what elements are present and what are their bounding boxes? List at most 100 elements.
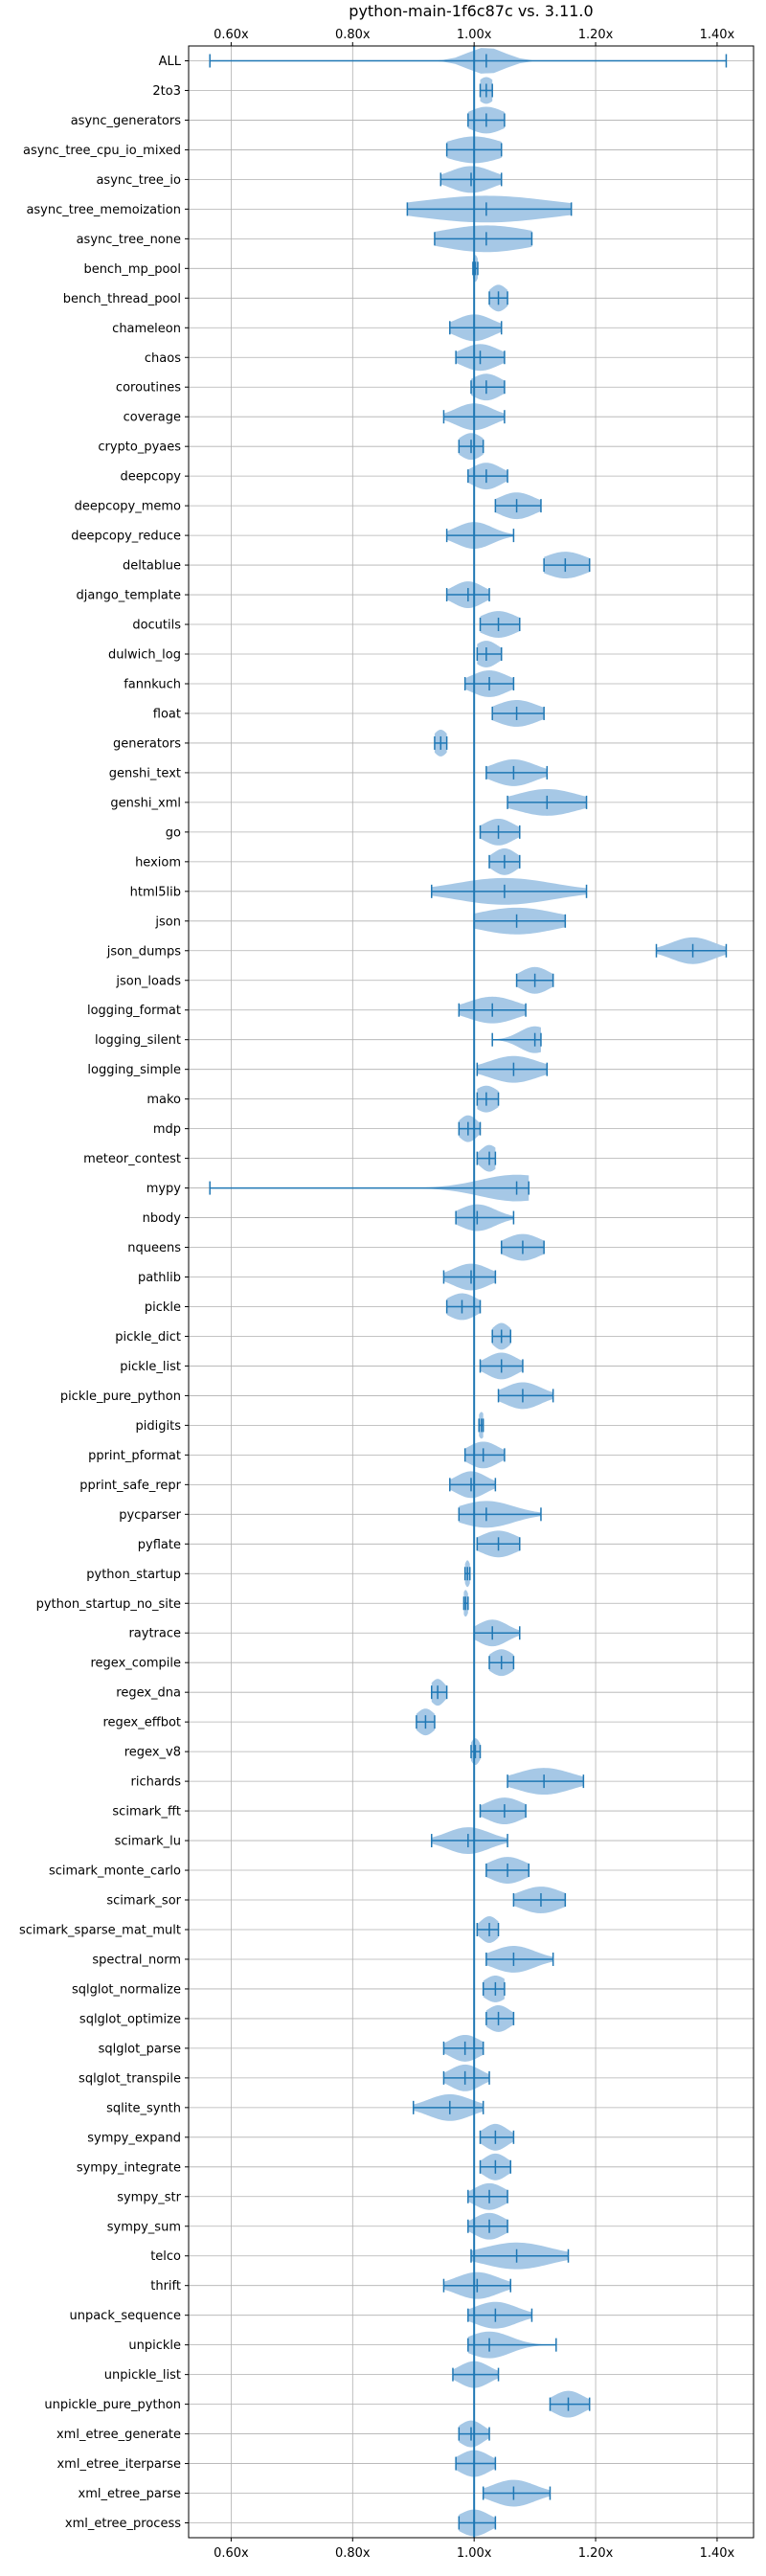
benchmark-label: meteor_contest [83,1152,181,1166]
benchmark-label: logging_simple [87,1063,181,1077]
benchmark-label: richards [131,1775,182,1790]
benchmark-label: json_loads [115,974,181,988]
plot-frame [188,45,755,2539]
benchmark-label: sympy_str [117,2190,181,2204]
benchmark-label: xml_etree_iterparse [56,2457,181,2472]
x-tick-label-top: 1.00x [457,28,492,42]
benchmark-label: nbody [143,1211,182,1226]
x-tick-label-top: 1.20x [578,28,614,42]
benchmark-label: deepcopy [120,470,181,485]
benchmark-label: sqlglot_transpile [79,2071,181,2086]
benchmark-label: scimark_lu [115,1835,181,1849]
benchmark-label: pickle [145,1300,181,1315]
benchmark-label: unpack_sequence [69,2309,181,2323]
benchmark-label: hexiom [135,855,181,870]
benchmark-label: crypto_pyaes [98,441,181,455]
label-layer: 0.60x 0.60x 0.80x 0.80x 1.00x 1.00x 1.20x 1.20x… [19,28,735,2561]
benchmark-label: deepcopy_reduce [71,530,181,544]
benchmark-label: mypy [146,1182,182,1196]
benchmark-label: sqlglot_normalize [72,1982,181,1997]
benchmark-label: async_tree_memoization [26,203,181,217]
x-tick-label-bottom: 1.00x [457,2546,492,2561]
benchmark-label: pidigits [136,1419,182,1434]
benchmark-label: genshi_xml [110,796,181,810]
benchmark-label: mdp [153,1122,181,1137]
benchmark-label: coverage [124,411,181,425]
benchmark-label: pyflate [138,1538,181,1552]
benchmark-label: pickle_list [120,1360,181,1374]
benchmark-label: nqueens [127,1241,181,1255]
benchmark-label: json_dumps [106,944,181,959]
benchmark-label: mako [146,1093,181,1107]
benchmark-label: raytrace [128,1627,181,1641]
benchmark-label: genshi_text [109,766,181,780]
benchmark-label: deepcopy_memo [75,500,181,514]
benchmark-label: html5lib [130,885,181,899]
benchmark-label: unpickle_pure_python [44,2398,181,2412]
benchmark-label: fannkuch [124,677,181,691]
benchmark-label: unpickle [128,2339,181,2353]
benchmark-label: ALL [159,55,182,69]
benchmark-label: deltablue [123,559,181,574]
x-tick-label-top: 0.60x [214,28,249,42]
benchmark-label: pprint_pformat [88,1449,181,1463]
benchmark-label: logging_silent [95,1033,181,1048]
benchmark-label: 2to3 [152,84,181,99]
benchmark-label: xml_etree_process [65,2517,181,2531]
benchmark-label: regex_dna [116,1686,181,1701]
benchmark-label: dulwich_log [108,648,181,663]
x-tick-label-bottom: 1.20x [578,2546,614,2561]
benchmark-label: pathlib [138,1271,181,1285]
benchmark-label: logging_format [87,1004,181,1018]
benchmark-label: async_tree_none [77,233,181,247]
benchmark-label: float [153,707,181,721]
benchmark-label: regex_effbot [102,1716,181,1730]
benchmark-label: bench_thread_pool [63,292,181,306]
benchmark-label: json [154,915,181,929]
benchmark-label: pickle_pure_python [60,1390,181,1404]
benchmark-label: pickle_dict [115,1330,181,1344]
benchmark-label: regex_compile [90,1657,181,1671]
benchmark-label: sympy_integrate [77,2160,181,2175]
benchmark-label: sqlglot_optimize [79,2012,181,2026]
benchmark-label: docutils [132,619,181,633]
benchmark-label: regex_v8 [124,1746,181,1760]
benchmark-label: xml_etree_parse [79,2487,181,2501]
benchmark-label: telco [150,2249,181,2264]
violin-layer [209,46,728,2538]
benchmark-label: scimark_fft [112,1805,181,1819]
benchmark-label: bench_mp_pool [83,262,181,277]
benchmark-label: sqlglot_parse [99,2042,181,2056]
benchmark-label: generators [113,736,181,751]
benchmark-label: async_generators [71,114,182,128]
benchmark-label: scimark_sparse_mat_mult [19,1923,181,1937]
benchmark-label: scimark_sor [106,1894,181,1909]
benchmark-label: xml_etree_generate [56,2428,181,2442]
benchmark-label: django_template [77,589,181,603]
benchmark-label: python_startup_no_site [36,1597,181,1612]
benchmark-label: coroutines [116,381,181,395]
benchmark-label: scimark_monte_carlo [49,1864,181,1879]
benchmark-label: async_tree_cpu_io_mixed [23,144,181,158]
chart-title: python-main-1f6c87c vs. 3.11.0 [349,2,593,20]
x-tick-label-top: 1.40x [700,28,735,42]
x-tick-label-bottom: 0.60x [214,2546,249,2561]
benchmark-label: sympy_sum [107,2220,181,2234]
benchmark-label: async_tree_io [96,173,181,188]
benchmark-label: sqlite_synth [106,2101,181,2115]
benchmark-label: chaos [145,351,181,366]
benchmark-label: pycparser [119,1508,181,1523]
benchmark-label: python_startup [86,1568,181,1582]
benchmark-label: chameleon [112,322,181,336]
benchmark-label: unpickle_list [104,2368,181,2383]
benchmark-label: go [166,825,181,840]
x-tick-label-bottom: 0.80x [335,2546,371,2561]
benchmark-label: sympy_expand [87,2131,181,2145]
x-tick-label-bottom: 1.40x [700,2546,735,2561]
benchmark-label: pprint_safe_repr [79,1479,181,1493]
x-tick-label-top: 0.80x [335,28,371,42]
benchmark-label: spectral_norm [92,1953,181,1967]
benchmark-label: thrift [150,2279,181,2294]
